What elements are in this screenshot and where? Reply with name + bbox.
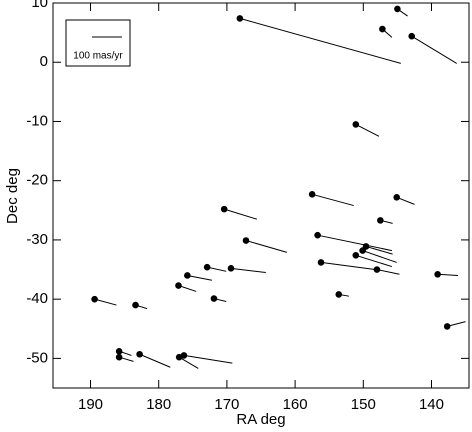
star-point: [132, 301, 139, 309]
x-tick-label: 150: [351, 396, 376, 413]
star-point: [115, 353, 123, 361]
star-point: [203, 263, 211, 271]
motion-vector: [187, 274, 212, 281]
star-point: [352, 252, 360, 259]
star-point: [393, 193, 401, 201]
motion-vector: [312, 193, 354, 207]
y-tick-label: -20: [26, 172, 48, 189]
star-point: [443, 323, 451, 330]
motion-vector: [365, 245, 393, 255]
star-point: [335, 291, 343, 298]
star-point: [236, 15, 244, 22]
star-point: [359, 247, 366, 254]
star-point: [379, 25, 386, 33]
star-point: [377, 217, 384, 224]
y-tick-label: 10: [31, 0, 48, 11]
motion-vector: [183, 354, 233, 364]
motion-vector: [376, 269, 400, 275]
motion-vector: [178, 356, 199, 369]
star-point: [115, 347, 123, 355]
x-tick-label: 170: [214, 396, 239, 413]
motion-vector: [362, 250, 397, 263]
star-point: [308, 191, 316, 198]
x-tick-label: 140: [419, 396, 444, 413]
star-point: [184, 272, 191, 279]
x-tick-label: 160: [283, 396, 308, 413]
y-tick-label: 0: [40, 53, 48, 70]
x-axis-label: RA deg: [236, 411, 285, 428]
motion-vector: [239, 17, 401, 64]
star-point: [373, 266, 381, 273]
star-point: [352, 121, 360, 128]
motion-vector: [320, 261, 380, 271]
x-tick-label: 180: [146, 396, 171, 413]
star-point: [91, 295, 98, 303]
star-point: [408, 32, 416, 40]
motion-vector: [224, 208, 258, 220]
motion-vector: [411, 35, 457, 64]
star-point: [175, 282, 182, 289]
motion-vector: [139, 353, 171, 368]
star-point: [136, 350, 143, 358]
y-tick-label: -50: [26, 349, 48, 366]
motion-vector: [245, 240, 288, 253]
star-point: [314, 231, 321, 239]
motion-vector: [355, 123, 380, 137]
motion-vector: [355, 254, 393, 268]
motion-vector: [94, 298, 117, 306]
x-tick-label: 190: [78, 396, 103, 413]
star-point: [175, 353, 183, 361]
star-point: [394, 5, 401, 13]
star-point: [434, 270, 441, 278]
legend-box: [65, 19, 131, 67]
star-point: [210, 295, 218, 302]
motion-vector: [230, 267, 266, 273]
motion-vector: [437, 273, 459, 276]
y-tick-label: -40: [26, 290, 48, 307]
star-point: [242, 237, 250, 244]
plot-frame: [52, 2, 470, 389]
y-tick-label: -10: [26, 112, 48, 129]
star-point: [227, 265, 235, 272]
star-point: [220, 205, 228, 213]
y-tick-label: -30: [26, 231, 48, 248]
y-axis-label: Dec deg: [4, 168, 21, 224]
star-point: [317, 259, 325, 266]
motion-vector: [317, 234, 393, 252]
legend-label: 100 mas/yr: [73, 51, 123, 62]
